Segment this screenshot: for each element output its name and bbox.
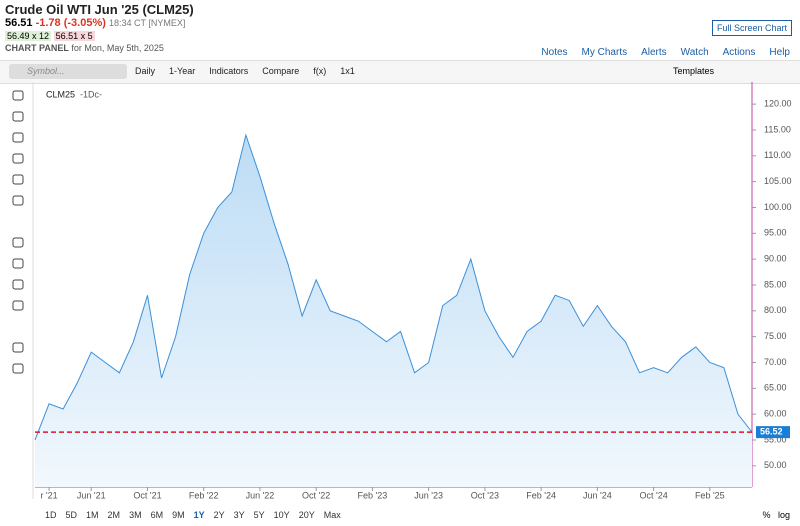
y-tick-label: 70.00 [764,357,787,367]
header-link[interactable]: Alerts [641,47,667,58]
tool-icon[interactable] [12,153,24,164]
drawing-tools [8,88,32,388]
range-button[interactable]: 3Y [233,510,245,520]
y-tick-label: 95.00 [764,228,787,238]
x-tick-label: Oct '24 [639,490,667,500]
chart: CLM25 -1Dc- barchart 50.0055.0060.0065.0… [32,82,792,500]
templates[interactable]: Templates [673,66,715,76]
x-tick-label: Feb '24 [526,490,556,500]
range-button[interactable]: 3M [129,510,142,520]
tool-icon[interactable] [12,237,24,248]
tool-icon[interactable] [12,132,24,143]
bid: 56.49 x 12 [5,31,52,41]
range-button[interactable]: 1D [45,510,57,520]
toolbar-items: Daily 1-Year Indicators Compare f(x) 1x1 [135,66,369,76]
y-tick-label: 110.00 [764,150,791,160]
x-tick-label: Oct '22 [302,490,330,500]
range-button[interactable]: 9M [172,510,185,520]
range-button[interactable]: 5D [65,510,78,520]
toolbar-item[interactable]: f(x) [313,66,327,76]
fullscreen-button[interactable]: Full Screen Chart [711,20,792,36]
header-link[interactable]: Actions [722,47,756,58]
range-buttons: 1D 5D 1M 2M 3M 6M 9M 1Y 2Y 3Y 5Y 10Y 20Y Max [45,510,350,520]
toolbar-item[interactable]: Compare [262,66,300,76]
tool-icon[interactable] [12,279,24,290]
y-tick-label: 80.00 [764,305,787,315]
percent[interactable]: % [762,510,771,520]
quote: 56.51 -1.78 (-3.05%) 18:34 CT [NYMEX] [5,17,185,29]
range-button[interactable]: 2M [107,510,121,520]
header-link[interactable]: Notes [541,47,568,58]
header-link[interactable]: Watch [680,47,709,58]
x-tick-label: Feb '22 [189,490,219,500]
series-sub: -1Dc- [80,89,102,99]
x-tick-label: Feb '23 [358,490,388,500]
toolbar-item[interactable]: 1x1 [340,66,355,76]
header-link[interactable]: My Charts [581,47,628,58]
range-button[interactable]: 20Y [298,510,315,520]
y-tick-label: 105.00 [764,176,792,186]
price-line [34,133,753,441]
tool-icon[interactable] [12,195,24,206]
toolbar-item[interactable]: Daily [135,66,156,76]
range-button[interactable]: 2Y [213,510,225,520]
tool-icon[interactable] [12,174,24,185]
panel-label: CHART PANEL [5,43,69,53]
tool-icon[interactable] [12,342,24,353]
last-price-box [756,426,790,439]
links: Notes My Charts Alerts Watch Actions Help [527,42,790,60]
range-button[interactable]: 1Y [193,510,205,520]
change: -1.78 (-3.05%) [35,17,106,29]
tool-icon[interactable] [12,90,24,101]
y-tick-label: 60.00 [764,409,787,419]
y-tick-label: 75.00 [764,331,787,341]
range-button[interactable]: 10Y [273,510,290,520]
y-tick-label: 100.00 [764,202,792,212]
x-tick-label: Jun '21 [77,490,106,500]
x-tick-label: Oct '23 [471,490,499,500]
x-tick-label: Jun '22 [246,490,275,500]
y-tick-label: 85.00 [764,279,787,289]
x-tick-label: Feb '25 [695,490,725,500]
toolbar-item[interactable]: 1-Year [169,66,196,76]
header-link[interactable]: Help [769,47,790,58]
price: 56.51 [5,17,33,29]
tool-icon[interactable] [12,111,24,122]
bid-ask: 56.49 x 12 56.51 x 5 [5,31,95,41]
y-tick-label: 65.00 [764,383,787,393]
range-button[interactable]: 1M [86,510,99,520]
time: 18:34 CT [NYMEX] [108,18,186,28]
y-tick-label: 120.00 [764,98,792,108]
panel: CHART PANEL for Mon, May 5th, 2025 [5,43,164,53]
toolbar: Symbol... Daily 1-Year Indicators Compare f(… [0,60,800,84]
tool-icons [12,90,24,374]
x-tick-label: Oct '21 [133,490,161,500]
area-fill [35,135,752,487]
y-tick-label: 50.00 [764,460,787,470]
series-label: CLM25 [46,89,75,99]
scale-options: % log [762,510,790,520]
y-tick-label: 55.00 [764,434,787,444]
tool-icon[interactable] [12,363,24,374]
tool-icon[interactable] [12,300,24,311]
toolbar-item[interactable]: Indicators [209,66,249,76]
ask: 56.51 x 5 [53,31,95,41]
tool-icon[interactable] [12,258,24,269]
title: Crude Oil WTI Jun '25 (CLM25) [5,2,194,17]
symbol-search[interactable]: Symbol... [9,64,127,79]
y-tick-label: 115.00 [764,124,791,134]
y-tick-label: 90.00 [764,254,787,264]
range-button[interactable]: 6M [150,510,164,520]
x-tick-label: Jun '23 [414,490,443,500]
range-button[interactable]: Max [323,510,341,520]
log[interactable]: log [777,510,790,520]
panel-date: for Mon, May 5th, 2025 [71,43,164,53]
x-tick-label: r '21 [40,490,57,500]
range-button[interactable]: 5Y [253,510,265,520]
x-tick-label: Jun '24 [583,490,612,500]
last-price-label: 56.52 [760,427,783,437]
